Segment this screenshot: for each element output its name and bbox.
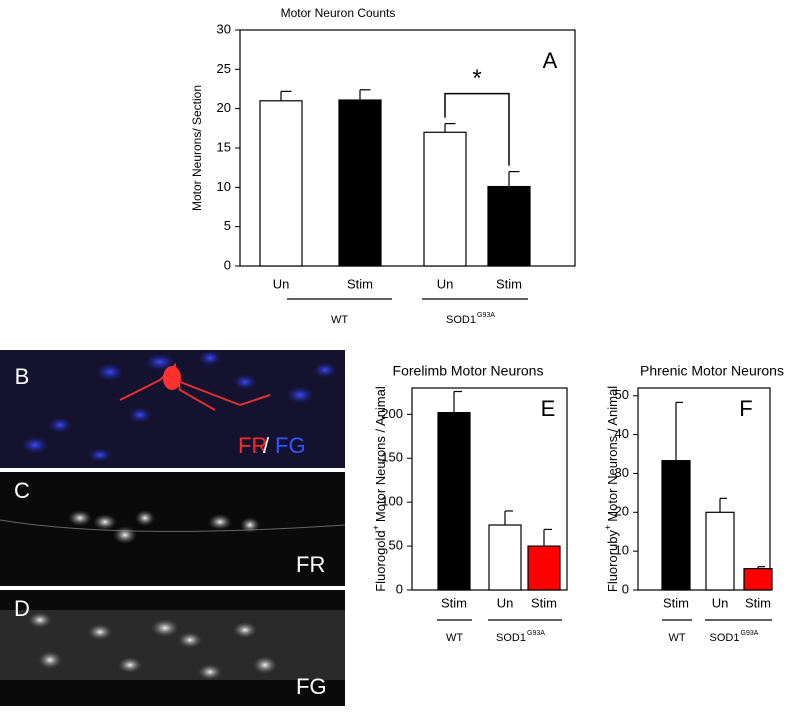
y-axis-label-rest: Motor Neurons / Animal (605, 386, 620, 522)
x-tick-label: Stim (441, 595, 467, 610)
y-tick-label: 40 (615, 426, 629, 441)
bar (743, 568, 773, 591)
stain-label: / (263, 433, 270, 458)
y-axis-label: Motor Neurons/ Section (190, 85, 204, 211)
y-axis-label-main: Fluorogold (373, 530, 388, 591)
group-label: WT (331, 314, 348, 326)
bar (487, 185, 531, 267)
chart-title: Forelimb Motor Neurons (393, 363, 544, 379)
y-tick-label: 25 (217, 61, 231, 76)
y-tick-label: 20 (615, 504, 629, 519)
group-label-superscript: G93A (527, 630, 545, 637)
x-tick-label: Un (437, 276, 454, 291)
y-axis-label: Fluororuby+ Motor Neurons / Animal (603, 386, 620, 592)
x-tick-label: Un (712, 595, 729, 610)
bar (259, 100, 303, 267)
group-label: SOD1 (496, 632, 526, 644)
bar (437, 411, 471, 591)
y-axis-label: Fluorogold+ Motor Neurons / Animal (371, 386, 388, 592)
x-tick-label: Stim (663, 595, 689, 610)
stain-label: FG (296, 674, 327, 699)
stain-label: FG (275, 433, 306, 458)
significance-bracket (444, 92, 510, 166)
micrograph-b (0, 350, 345, 468)
x-tick-label: Stim (745, 595, 771, 610)
panel-letter: A (543, 48, 558, 73)
group-label: SOD1 (446, 314, 476, 326)
y-axis-label-superscript: + (603, 525, 613, 530)
y-tick-label: 30 (615, 465, 629, 480)
group-label: WT (446, 632, 463, 644)
y-tick-label: 5 (224, 218, 231, 233)
panel-letter: C (14, 478, 30, 503)
micrograph-d (0, 590, 345, 706)
panel-letter: F (739, 396, 752, 421)
bar (527, 545, 561, 591)
y-tick-label: 50 (389, 538, 403, 553)
group-label: SOD1 (710, 632, 740, 644)
bar (338, 99, 382, 267)
x-tick-label: Stim (531, 595, 557, 610)
y-tick-label: 10 (217, 179, 231, 194)
micrograph-c (0, 472, 346, 586)
y-axis-label-main: Fluororuby (605, 529, 620, 592)
y-tick-label: 0 (396, 581, 403, 596)
y-tick-label: 100 (381, 494, 403, 509)
bar (488, 524, 522, 591)
bar (423, 131, 467, 267)
y-tick-label: 0 (622, 581, 629, 596)
panel-letter: D (14, 596, 30, 621)
significance-marker: * (472, 65, 481, 92)
chart-title: Motor Neuron Counts (281, 6, 396, 20)
stain-label: FR (238, 433, 267, 458)
y-tick-label: 0 (224, 257, 231, 272)
panel-letter: B (15, 364, 30, 389)
panel-letter: E (541, 396, 556, 421)
bar (661, 460, 691, 591)
y-tick-label: 15 (217, 139, 231, 154)
group-label-superscript: G93A (477, 312, 495, 319)
y-tick-label: 150 (381, 450, 403, 465)
group-label: WT (668, 632, 685, 644)
x-tick-label: Stim (496, 276, 522, 291)
x-tick-label: Un (273, 276, 290, 291)
y-tick-label: 20 (217, 100, 231, 115)
stain-label: FR (296, 552, 325, 577)
y-tick-label: 50 (615, 387, 629, 402)
y-tick-label: 30 (217, 21, 231, 36)
x-tick-label: Un (497, 595, 514, 610)
bar (705, 511, 735, 591)
plot-frame (637, 387, 771, 591)
x-tick-label: Stim (347, 276, 373, 291)
chart-title: Phrenic Motor Neurons (640, 363, 784, 379)
group-label-superscript: G93A (741, 630, 759, 637)
y-tick-label: 200 (381, 406, 403, 421)
y-axis-label-superscript: + (371, 525, 381, 530)
y-tick-label: 10 (615, 543, 629, 558)
y-axis-label-rest: Motor Neurons / Animal (373, 386, 388, 522)
